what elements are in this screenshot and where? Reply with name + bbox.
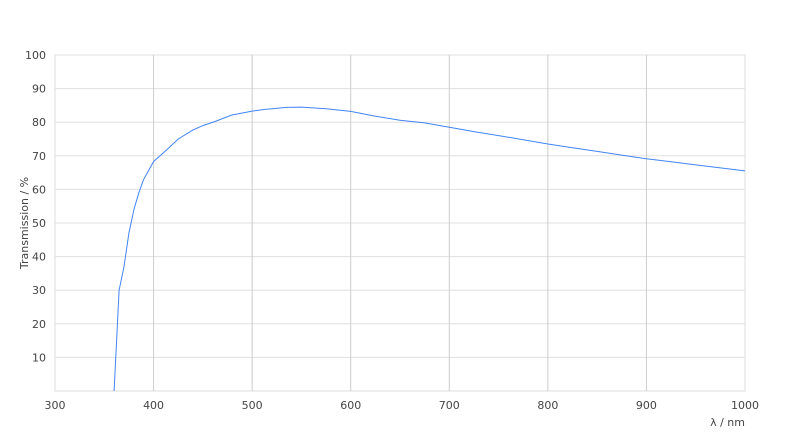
y-tick-label: 20 — [32, 318, 46, 331]
series-line — [113, 106, 746, 392]
x-tick-label: 500 — [242, 399, 263, 412]
x-axis-label: λ / nm — [710, 416, 745, 429]
y-axis-label: Transmission / % — [18, 177, 31, 270]
y-tick-label: 30 — [32, 284, 46, 297]
y-tick-label: 60 — [32, 183, 46, 196]
tick-labels: 10 20 30 40 50 60 70 80 90 100 300 400 500 600 700 800 9… — [25, 49, 759, 412]
y-tick-label: 100 — [25, 49, 46, 62]
y-tick-label: 80 — [32, 116, 46, 129]
x-tick-label: 700 — [439, 399, 460, 412]
x-tick-label: 900 — [636, 399, 657, 412]
y-tick-label: 90 — [32, 83, 46, 96]
x-tick-label: 300 — [45, 399, 66, 412]
x-tick-label: 1000 — [731, 399, 759, 412]
y-tick-label: 70 — [32, 150, 46, 163]
y-tick-label: 40 — [32, 251, 46, 264]
grid — [54, 54, 746, 392]
y-tick-label: 50 — [32, 217, 46, 230]
x-tick-label: 800 — [537, 399, 558, 412]
x-tick-label: 400 — [143, 399, 164, 412]
x-tick-label: 600 — [340, 399, 361, 412]
y-tick-label: 10 — [32, 351, 46, 364]
